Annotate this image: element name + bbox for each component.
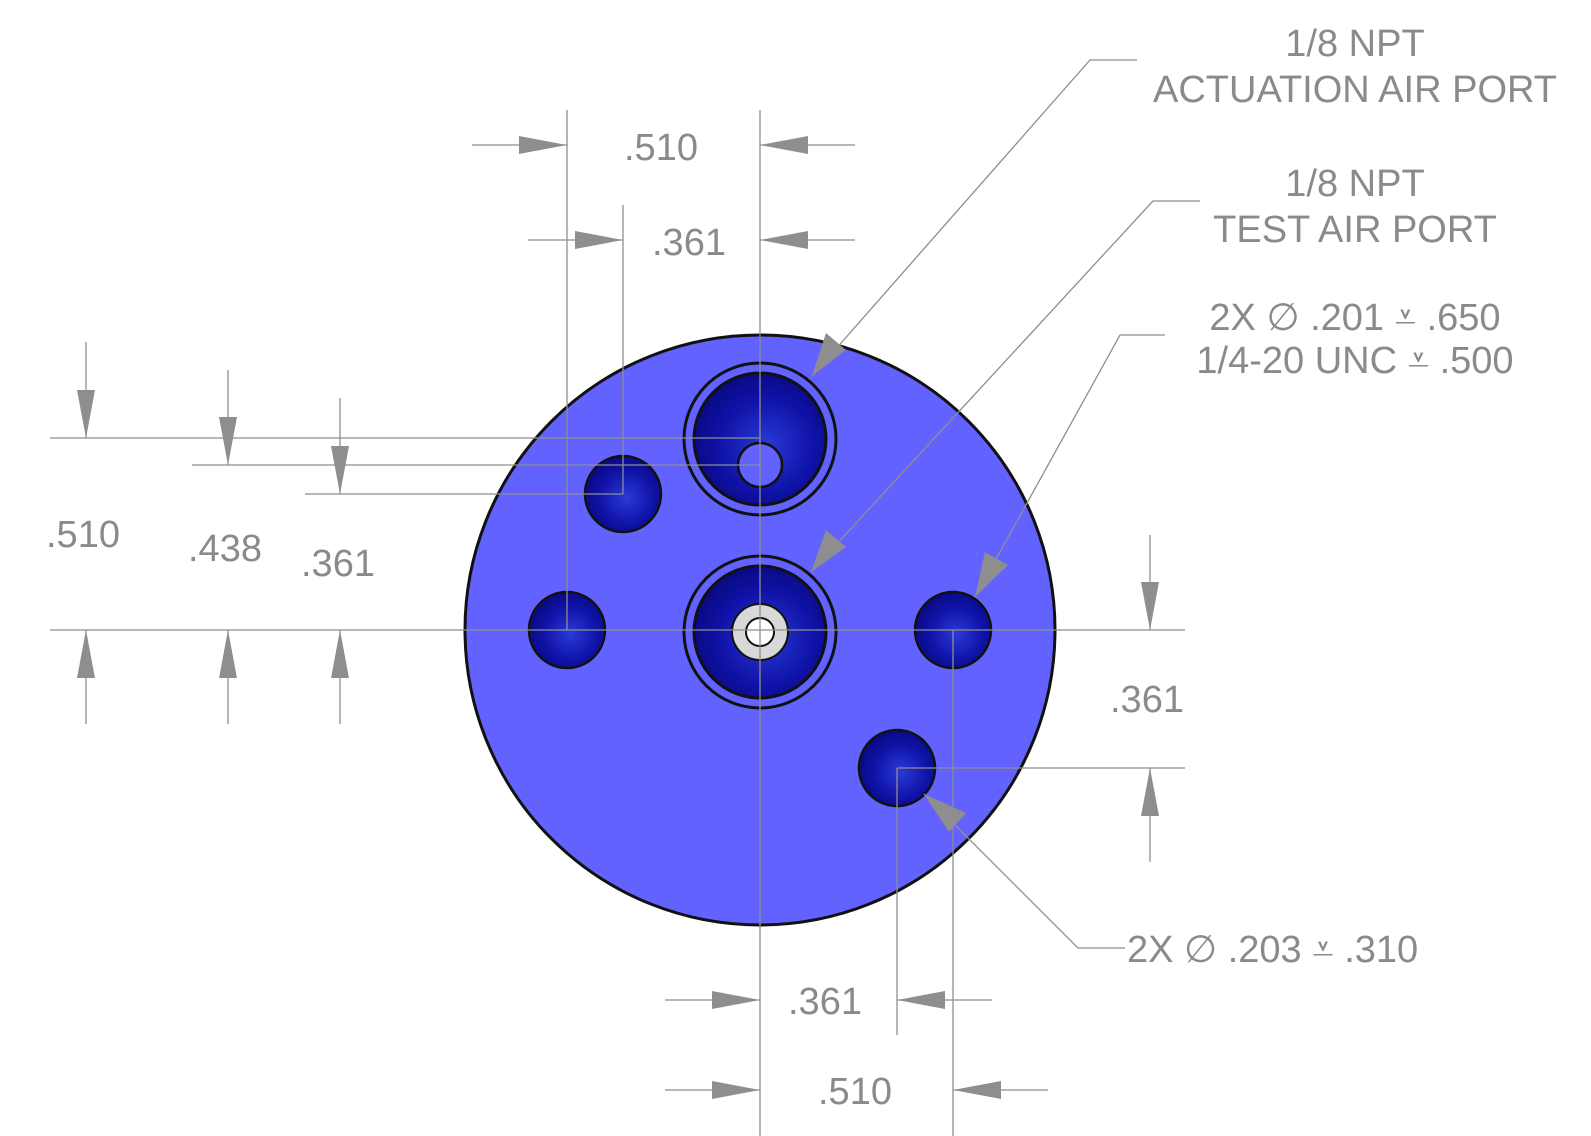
- note-tapped-line1: 2X ∅ .201 ⩡ .650: [1209, 297, 1500, 339]
- extension-lines: [50, 110, 1185, 1136]
- note-actuation-line2: ACTUATION AIR PORT: [1153, 69, 1557, 111]
- dim-left-arrows: [77, 342, 349, 724]
- dim-left-inner-label: .361: [301, 543, 375, 585]
- dim-bottom-inner: [665, 991, 992, 1009]
- dim-top-inner-label: .361: [652, 222, 726, 264]
- dim-bottom-outer-label: .510: [818, 1071, 892, 1113]
- leader-actuation-port: [811, 59, 1137, 377]
- dim-bottom-inner-label: .361: [788, 981, 862, 1023]
- note-test-line2: TEST AIR PORT: [1213, 209, 1497, 251]
- dim-top-outer-label: .510: [624, 127, 698, 169]
- dim-right-vertical: [1141, 535, 1159, 862]
- dim-top-outer: [472, 136, 855, 154]
- leader-tapped-holes: [974, 334, 1165, 598]
- dim-left-outer-label: .510: [46, 514, 120, 556]
- note-test-line1: 1/8 NPT: [1285, 163, 1424, 205]
- dim-bottom-outer: [665, 1081, 1048, 1099]
- leader-test-port: [810, 200, 1200, 573]
- note-drilled-line1: 2X ∅ .203 ⩡ .310: [1127, 929, 1418, 971]
- dim-right-vertical-label: .361: [1110, 679, 1184, 721]
- leader-drilled-holes: [923, 793, 1125, 949]
- dim-top-inner: [528, 231, 855, 249]
- note-tapped-line2: 1/4-20 UNC ⩡ .500: [1196, 340, 1513, 382]
- dim-left-middle-label: .438: [188, 528, 262, 570]
- note-actuation-line1: 1/8 NPT: [1285, 23, 1424, 65]
